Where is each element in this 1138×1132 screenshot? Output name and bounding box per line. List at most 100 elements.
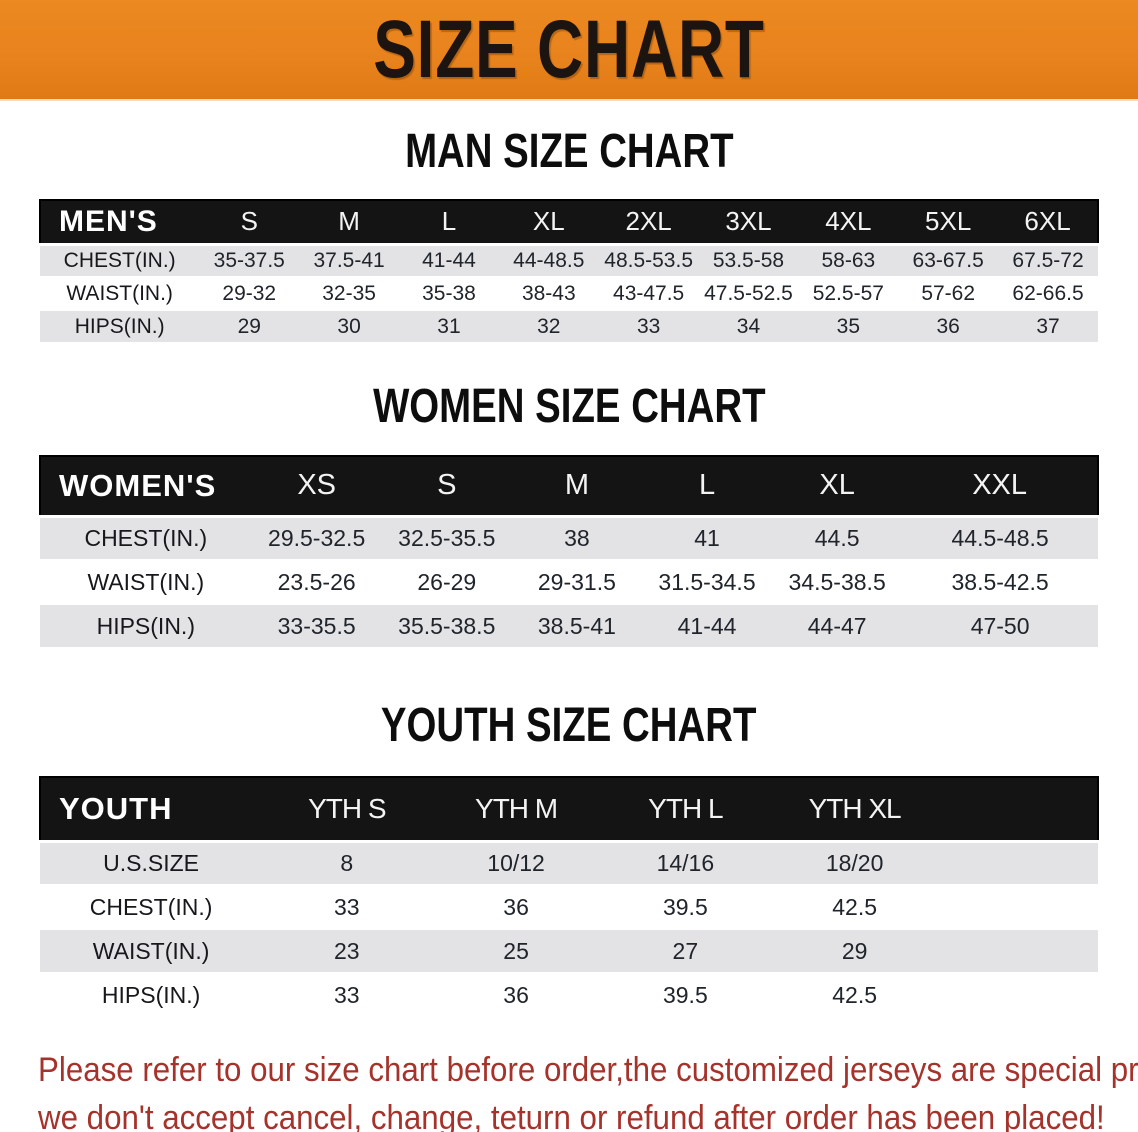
row-label: CHEST(IN.) — [40, 244, 200, 278]
size-value-cell: 30 — [299, 310, 400, 344]
size-column-header: M — [299, 200, 400, 246]
row-label: HIPS(IN.) — [40, 973, 263, 1018]
size-value-cell: 58-63 — [798, 244, 899, 278]
size-value-cell: 27 — [600, 929, 770, 974]
row-label: HIPS(IN.) — [40, 310, 200, 344]
table-row: CHEST(IN.) 29.5-32.5 32.5-35.5 38 41 44.5 44.5… — [40, 516, 1098, 561]
size-value-cell: 62-66.5 — [998, 277, 1098, 311]
table-header-row: YOUTH YTH S YTH M YTH L YTH XL — [40, 777, 1098, 843]
size-column-header: 5XL — [898, 200, 999, 246]
size-value-cell: 25 — [431, 929, 601, 974]
size-value-cell: 32.5-35.5 — [381, 516, 512, 561]
row-filler-cell — [939, 885, 1098, 930]
size-value-cell: 31.5-34.5 — [641, 560, 773, 605]
size-value-cell: 31 — [399, 310, 499, 344]
size-value-cell: 63-67.5 — [898, 244, 999, 278]
size-column-header: XL — [498, 200, 599, 246]
size-value-cell: 33 — [262, 973, 432, 1018]
table-header-row: MEN'S S M L XL 2XL 3XL 4XL 5XL 6XL — [40, 200, 1098, 246]
size-value-cell: 42.5 — [769, 885, 940, 930]
size-value-cell: 41-44 — [641, 604, 773, 649]
size-value-cell: 52.5-57 — [798, 277, 899, 311]
size-value-cell: 38-43 — [498, 277, 599, 311]
size-value-cell: 32 — [498, 310, 599, 344]
table-row: WAIST(IN.) 23 25 27 29 — [40, 929, 1098, 974]
size-column-header: 2XL — [598, 200, 699, 246]
women-section-title: WOMEN SIZE CHART — [372, 380, 766, 433]
size-value-cell: 41-44 — [399, 244, 499, 278]
size-value-cell: 23 — [262, 929, 432, 974]
table-corner-label: YOUTH — [40, 777, 263, 843]
row-label: CHEST(IN.) — [40, 516, 252, 561]
row-filler-cell — [939, 929, 1098, 974]
size-value-cell: 10/12 — [431, 841, 601, 886]
row-filler-cell — [939, 973, 1098, 1018]
table-row: CHEST(IN.) 35-37.5 37.5-41 41-44 44-48.5 48.5… — [40, 244, 1098, 278]
table-row: HIPS(IN.) 33-35.5 35.5-38.5 38.5-41 41-44 44-… — [40, 604, 1098, 649]
row-label: HIPS(IN.) — [40, 604, 252, 649]
size-column-header: 6XL — [998, 200, 1098, 246]
size-value-cell: 23.5-26 — [251, 560, 382, 605]
men-size-table: MEN'S S M L XL 2XL 3XL 4XL 5XL 6XL CHEST(IN.) 35-37… — [39, 199, 1099, 344]
row-filler-cell — [939, 841, 1098, 886]
table-header-row: WOMEN'S XS S M L XL XXL — [40, 456, 1098, 518]
size-value-cell: 32-35 — [299, 277, 400, 311]
size-value-cell: 26-29 — [381, 560, 512, 605]
size-value-cell: 41 — [641, 516, 773, 561]
youth-size-table: YOUTH YTH S YTH M YTH L YTH XL U.S.SIZE 8 10/12… — [39, 776, 1099, 1018]
size-value-cell: 53.5-58 — [698, 244, 799, 278]
header-filler-cell — [939, 777, 1098, 843]
size-value-cell: 47-50 — [902, 604, 1098, 649]
size-value-cell: 35.5-38.5 — [381, 604, 512, 649]
table-row: WAIST(IN.) 23.5-26 26-29 29-31.5 31.5-34.5 34… — [40, 560, 1098, 605]
size-column-header: 3XL — [698, 200, 799, 246]
banner-title: SIZE CHART — [373, 3, 765, 95]
size-value-cell: 34 — [698, 310, 799, 344]
size-column-header: XXL — [902, 456, 1098, 518]
size-value-cell: 38.5-42.5 — [902, 560, 1098, 605]
size-column-header: XL — [772, 456, 903, 518]
size-value-cell: 44-47 — [772, 604, 903, 649]
table-row: CHEST(IN.) 33 36 39.5 42.5 — [40, 885, 1098, 930]
size-value-cell: 8 — [262, 841, 432, 886]
row-label: WAIST(IN.) — [40, 560, 252, 605]
size-value-cell: 14/16 — [600, 841, 770, 886]
size-value-cell: 38 — [511, 516, 642, 561]
youth-section-title: YOUTH SIZE CHART — [381, 699, 757, 752]
size-column-header: L — [641, 456, 773, 518]
table-row: HIPS(IN.) 29 30 31 32 33 34 35 36 37 — [40, 310, 1098, 344]
size-column-header: XS — [251, 456, 382, 518]
size-column-header: YTH L — [600, 777, 770, 843]
size-value-cell: 29 — [199, 310, 300, 344]
size-value-cell: 39.5 — [600, 885, 770, 930]
size-chart-sections: MAN SIZE CHART MEN'S S M L XL 2XL 3XL 4XL 5XL 6XL… — [0, 128, 1138, 1018]
size-value-cell: 18/20 — [769, 841, 940, 886]
size-value-cell: 38.5-41 — [511, 604, 642, 649]
size-value-cell: 36 — [431, 885, 601, 930]
footer-notice: Please refer to our size chart before or… — [38, 1046, 1138, 1132]
size-value-cell: 29-31.5 — [511, 560, 642, 605]
size-value-cell: 36 — [431, 973, 601, 1018]
section-youth: YOUTH SIZE CHART YOUTH YTH S YTH M YTH L YTH… — [0, 702, 1138, 1018]
table-corner-label: WOMEN'S — [40, 456, 252, 518]
size-value-cell: 37.5-41 — [299, 244, 400, 278]
men-section-title: MAN SIZE CHART — [404, 125, 734, 178]
size-value-cell: 43-47.5 — [598, 277, 699, 311]
size-value-cell: 34.5-38.5 — [772, 560, 903, 605]
table-row: HIPS(IN.) 33 36 39.5 42.5 — [40, 973, 1098, 1018]
size-value-cell: 39.5 — [600, 973, 770, 1018]
size-value-cell: 67.5-72 — [998, 244, 1098, 278]
size-value-cell: 29.5-32.5 — [251, 516, 382, 561]
size-value-cell: 29 — [769, 929, 940, 974]
row-label: U.S.SIZE — [40, 841, 263, 886]
size-column-header: 4XL — [798, 200, 899, 246]
size-value-cell: 33 — [262, 885, 432, 930]
size-value-cell: 42.5 — [769, 973, 940, 1018]
women-size-table: WOMEN'S XS S M L XL XXL CHEST(IN.) 29.5-32.5 32.5… — [39, 455, 1099, 649]
row-label: CHEST(IN.) — [40, 885, 263, 930]
size-value-cell: 33-35.5 — [251, 604, 382, 649]
size-value-cell: 44.5 — [772, 516, 903, 561]
size-value-cell: 48.5-53.5 — [598, 244, 699, 278]
row-label: WAIST(IN.) — [40, 929, 263, 974]
